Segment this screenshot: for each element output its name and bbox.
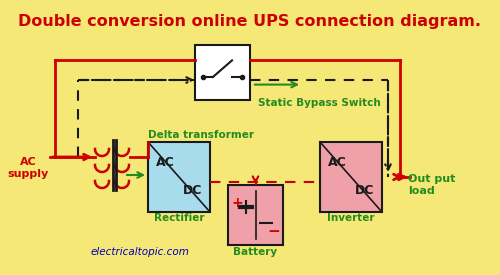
Text: Double conversion online UPS connection diagram.: Double conversion online UPS connection …	[18, 14, 481, 29]
Text: AC: AC	[328, 156, 346, 169]
Bar	[148, 142, 210, 212]
Text: AC: AC	[156, 156, 174, 169]
Text: AC
supply: AC supply	[8, 157, 48, 179]
Text: DC: DC	[183, 185, 203, 197]
Text: Battery: Battery	[233, 247, 277, 257]
Text: Inverter: Inverter	[327, 213, 375, 223]
Text: Static Bypass Switch: Static Bypass Switch	[258, 98, 381, 108]
Text: +: +	[232, 196, 243, 210]
Text: Rectifier: Rectifier	[154, 213, 204, 223]
Text: DC: DC	[355, 185, 374, 197]
Text: Out put
load: Out put load	[408, 174, 456, 196]
Text: electricaltopic.com: electricaltopic.com	[90, 247, 190, 257]
Bar	[228, 185, 283, 245]
Bar	[195, 45, 250, 100]
Bar	[320, 142, 382, 212]
Text: Delta transformer: Delta transformer	[148, 130, 254, 140]
Text: −: −	[267, 224, 280, 238]
